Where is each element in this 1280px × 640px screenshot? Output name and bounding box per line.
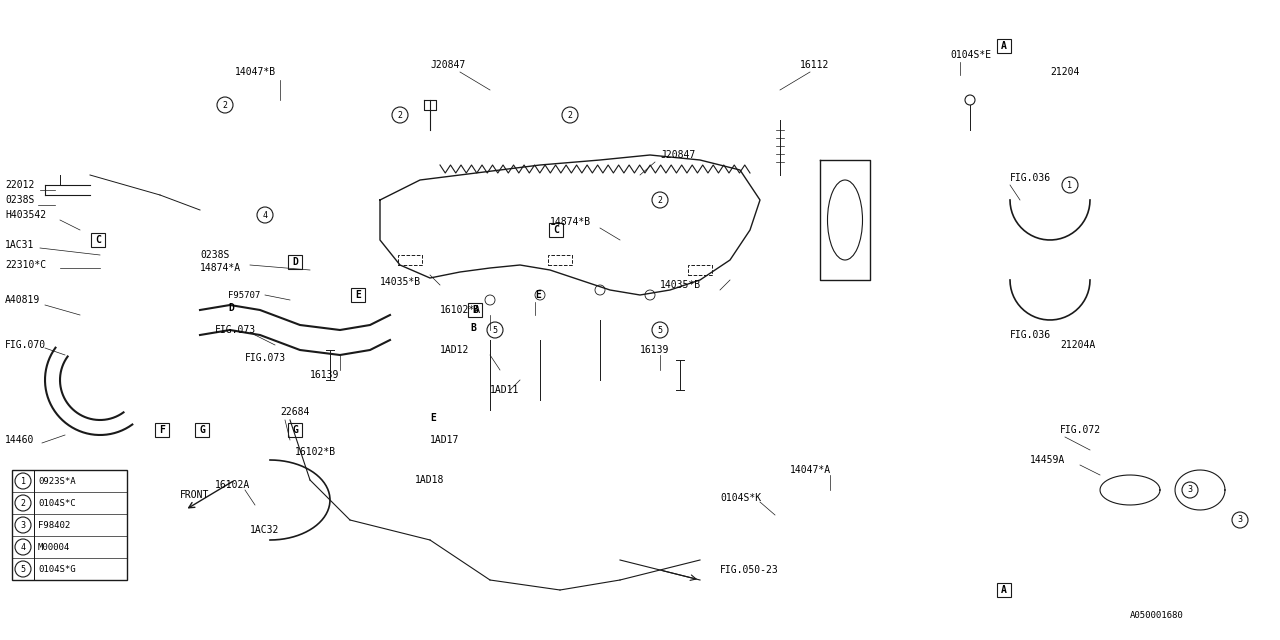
Text: 14035*B: 14035*B bbox=[380, 277, 421, 287]
Text: C: C bbox=[95, 235, 101, 245]
Text: FRONT: FRONT bbox=[180, 490, 210, 500]
Text: 3: 3 bbox=[1238, 515, 1243, 525]
Text: 2: 2 bbox=[567, 111, 572, 120]
Bar bbox=[997, 39, 1011, 53]
Text: 0923S*A: 0923S*A bbox=[38, 477, 76, 486]
Text: 0238S: 0238S bbox=[5, 195, 35, 205]
Bar bbox=[997, 583, 1011, 597]
Text: 0104S*C: 0104S*C bbox=[38, 499, 76, 508]
Bar bbox=[195, 423, 209, 437]
Text: 1: 1 bbox=[20, 477, 26, 486]
Text: 21204A: 21204A bbox=[1060, 340, 1096, 350]
Text: 21204: 21204 bbox=[1050, 67, 1079, 77]
Text: A050001680: A050001680 bbox=[1130, 611, 1184, 620]
Text: 5: 5 bbox=[493, 326, 498, 335]
Text: G: G bbox=[292, 425, 298, 435]
Text: A: A bbox=[1001, 41, 1007, 51]
Text: 16102A: 16102A bbox=[215, 480, 251, 490]
Bar bbox=[468, 303, 483, 317]
Text: 4: 4 bbox=[20, 543, 26, 552]
Text: 14459A: 14459A bbox=[1030, 455, 1065, 465]
Text: H403542: H403542 bbox=[5, 210, 46, 220]
Text: FIG.073: FIG.073 bbox=[215, 325, 256, 335]
Text: 1: 1 bbox=[1068, 180, 1073, 189]
Text: D: D bbox=[228, 303, 234, 313]
Text: 16139: 16139 bbox=[310, 370, 339, 380]
Bar bbox=[12, 470, 127, 580]
Text: 22684: 22684 bbox=[280, 407, 310, 417]
Text: F98402: F98402 bbox=[38, 520, 70, 529]
Text: 1AD18: 1AD18 bbox=[415, 475, 444, 485]
Text: 14035*B: 14035*B bbox=[660, 280, 701, 290]
Text: 1AC32: 1AC32 bbox=[250, 525, 279, 535]
Text: E: E bbox=[430, 413, 436, 423]
Text: 2: 2 bbox=[223, 100, 228, 109]
Text: 4: 4 bbox=[262, 211, 268, 220]
Text: 22310*C: 22310*C bbox=[5, 260, 46, 270]
Text: 1AD11: 1AD11 bbox=[490, 385, 520, 395]
Text: 2: 2 bbox=[658, 195, 663, 205]
Text: B: B bbox=[470, 323, 476, 333]
Text: FIG.036: FIG.036 bbox=[1010, 173, 1051, 183]
Text: 0104S*K: 0104S*K bbox=[721, 493, 762, 503]
Text: 14047*A: 14047*A bbox=[790, 465, 831, 475]
Text: B: B bbox=[472, 305, 477, 315]
Text: E: E bbox=[355, 290, 361, 300]
Text: 14874*A: 14874*A bbox=[200, 263, 241, 273]
Bar bbox=[398, 255, 422, 265]
Text: 16139: 16139 bbox=[640, 345, 669, 355]
Text: 2: 2 bbox=[398, 111, 402, 120]
Text: 14047*B: 14047*B bbox=[236, 67, 276, 77]
Text: FIG.073: FIG.073 bbox=[244, 353, 287, 363]
Text: A40819: A40819 bbox=[5, 295, 40, 305]
Bar bbox=[549, 223, 563, 237]
Text: 16102*B: 16102*B bbox=[294, 447, 337, 457]
Text: M00004: M00004 bbox=[38, 543, 70, 552]
Bar bbox=[351, 288, 365, 302]
Text: 1AD17: 1AD17 bbox=[430, 435, 460, 445]
Text: D: D bbox=[292, 257, 298, 267]
Bar bbox=[548, 255, 572, 265]
Text: 0238S: 0238S bbox=[200, 250, 229, 260]
Text: C: C bbox=[553, 225, 559, 235]
Text: F95707: F95707 bbox=[228, 291, 260, 300]
Text: J20847: J20847 bbox=[430, 60, 465, 70]
Bar bbox=[288, 423, 302, 437]
Text: 22012: 22012 bbox=[5, 180, 35, 190]
Text: 0104S*G: 0104S*G bbox=[38, 564, 76, 573]
Text: 5: 5 bbox=[658, 326, 663, 335]
Text: 14874*B: 14874*B bbox=[550, 217, 591, 227]
Text: FIG.036: FIG.036 bbox=[1010, 330, 1051, 340]
Text: FIG.070: FIG.070 bbox=[5, 340, 46, 350]
Text: A: A bbox=[1001, 585, 1007, 595]
Text: 16112: 16112 bbox=[800, 60, 829, 70]
Text: F: F bbox=[159, 425, 165, 435]
Text: 1AC31: 1AC31 bbox=[5, 240, 35, 250]
Text: 3: 3 bbox=[1188, 486, 1193, 495]
Text: 1AD12: 1AD12 bbox=[440, 345, 470, 355]
Text: 2: 2 bbox=[20, 499, 26, 508]
Bar bbox=[689, 265, 712, 275]
Bar bbox=[91, 233, 105, 247]
Bar bbox=[288, 255, 302, 269]
Text: FIG.050-23: FIG.050-23 bbox=[721, 565, 778, 575]
Text: E: E bbox=[535, 290, 541, 300]
Bar bbox=[155, 423, 169, 437]
Text: FIG.072: FIG.072 bbox=[1060, 425, 1101, 435]
Text: G: G bbox=[200, 425, 205, 435]
Text: 16102*A: 16102*A bbox=[440, 305, 481, 315]
Text: 0104S*E: 0104S*E bbox=[950, 50, 991, 60]
Text: J20847: J20847 bbox=[660, 150, 695, 160]
Text: 14460: 14460 bbox=[5, 435, 35, 445]
Text: 3: 3 bbox=[20, 520, 26, 529]
Text: 5: 5 bbox=[20, 564, 26, 573]
